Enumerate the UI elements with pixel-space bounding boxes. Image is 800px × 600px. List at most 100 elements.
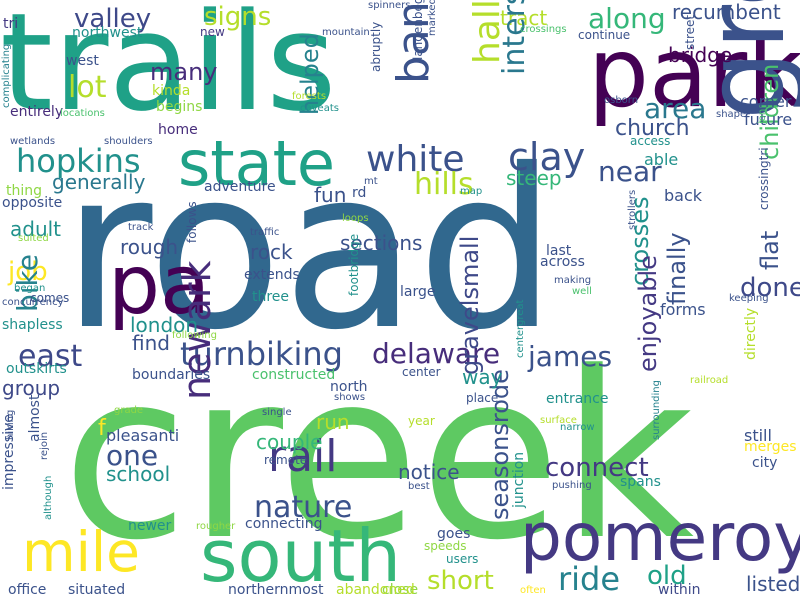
word-generally: generally: [52, 170, 146, 194]
word-near: near: [598, 155, 662, 188]
word-turnbiking: turnbiking: [180, 335, 343, 373]
word-adventure: adventure: [204, 179, 276, 195]
word-rail: rail: [268, 431, 338, 482]
word-park: park: [588, 17, 800, 129]
word-rejoin: rejoin: [39, 431, 50, 460]
word-north: north: [330, 379, 368, 395]
word-future: future: [744, 110, 793, 129]
word-wetlands: wetlands: [10, 136, 56, 147]
word-map: map: [460, 186, 483, 197]
word-complicating: complicating: [1, 43, 12, 108]
word-marked: marked: [427, 0, 438, 36]
word-valley: valley: [74, 4, 152, 34]
word-kinda: kinda: [152, 83, 191, 99]
word-forms: forms: [660, 300, 706, 319]
word-forests: forests: [292, 91, 327, 102]
word-loops: loops: [342, 213, 369, 224]
word-tri: tri: [3, 16, 19, 32]
word-railroad: railroad: [690, 375, 729, 386]
word-school: school: [106, 462, 171, 486]
word-street: street: [683, 14, 697, 50]
word-trails: trails: [0, 0, 337, 141]
word-couple: couple: [256, 430, 323, 454]
word-three: three: [252, 289, 290, 305]
word-sections: sections: [340, 231, 423, 255]
word-abandoned: abandoned: [336, 582, 415, 598]
word-within: within: [658, 582, 701, 598]
word-surface: surface: [540, 415, 577, 426]
word-home: home: [158, 122, 198, 138]
word-area: area: [644, 92, 707, 125]
word-gravelsmall: gravelsmall: [456, 235, 484, 375]
word-users: users: [446, 552, 479, 566]
word-rock: rock: [250, 240, 293, 264]
word-rougher: rougher: [196, 521, 236, 532]
word-shapless: shapless: [2, 317, 63, 333]
word-goes: goes: [437, 526, 471, 542]
word-narrow: narrow: [560, 422, 595, 433]
word-crossingtri: crossingtri: [757, 147, 771, 210]
word-opposite: opposite: [2, 195, 63, 211]
word-constructed: constructed: [252, 367, 336, 383]
word-signs: signs: [204, 2, 272, 32]
word-best: best: [408, 481, 430, 492]
word-access: access: [630, 134, 671, 148]
word-well: well: [572, 286, 592, 297]
word-strollers: strollers: [627, 189, 638, 230]
word-recumbent: recumbent: [672, 0, 781, 24]
word-extends: extends: [244, 267, 300, 283]
word-intersect: intersect: [497, 0, 532, 75]
word-jon: jon: [757, 108, 768, 124]
word-delaware: delaware: [372, 337, 501, 370]
word-east: east: [18, 339, 83, 374]
word-white: white: [366, 139, 465, 180]
word-rd: rd: [352, 185, 367, 201]
word-able: able: [644, 150, 679, 169]
word-mt: mt: [364, 176, 378, 187]
word-notice: notice: [398, 460, 460, 484]
word-although: although: [43, 475, 54, 520]
word-pleasanti: pleasanti: [106, 426, 180, 445]
word-continue: continue: [578, 28, 631, 42]
word-locations: locations: [60, 108, 105, 119]
word-find: find: [132, 331, 170, 355]
word-place: place: [466, 391, 499, 405]
word-south: south: [200, 514, 402, 598]
word-connect: connect: [545, 453, 649, 483]
word-began: began: [14, 283, 46, 294]
word-center: center: [402, 365, 441, 379]
word-fun: fun: [314, 183, 347, 207]
word-state: state: [178, 127, 336, 200]
word-bridge: bridge: [668, 43, 733, 67]
word-pa: pa: [108, 238, 211, 333]
word-outskirts: outskirts: [6, 361, 67, 377]
word-following: following: [172, 330, 217, 341]
word-pomeroy: pomeroy: [520, 499, 800, 576]
word-shows: shows: [334, 392, 366, 403]
word-surrounding: surrounding: [651, 380, 662, 440]
word-grade: grade: [114, 405, 144, 416]
word-mile: mile: [22, 520, 140, 584]
word-finally: finally: [663, 232, 691, 305]
word-london: london: [130, 313, 199, 337]
word-concurrency: concurrency: [2, 297, 64, 308]
word-impressive: impressive: [1, 414, 17, 490]
word-keeping: keeping: [729, 293, 769, 304]
word-shape: shape: [716, 109, 747, 120]
word-shoulders: shoulders: [104, 136, 153, 147]
word-james: james: [528, 340, 613, 373]
word-f: f: [98, 416, 106, 441]
word-new: new: [200, 25, 225, 39]
word-spinners: spinners: [368, 0, 411, 11]
word-newer: newer: [128, 518, 172, 534]
word-rough: rough: [120, 235, 179, 259]
word-landenbeg: landenbeg: [411, 0, 425, 60]
word-caveats: caveats: [300, 103, 339, 114]
word-listed: listed: [746, 572, 800, 596]
word-corner: corner: [740, 92, 792, 111]
word-northwest: northwest: [72, 25, 143, 41]
word-back: back: [664, 186, 703, 205]
word-junction: junction: [511, 451, 527, 508]
word-office: office: [8, 582, 47, 598]
